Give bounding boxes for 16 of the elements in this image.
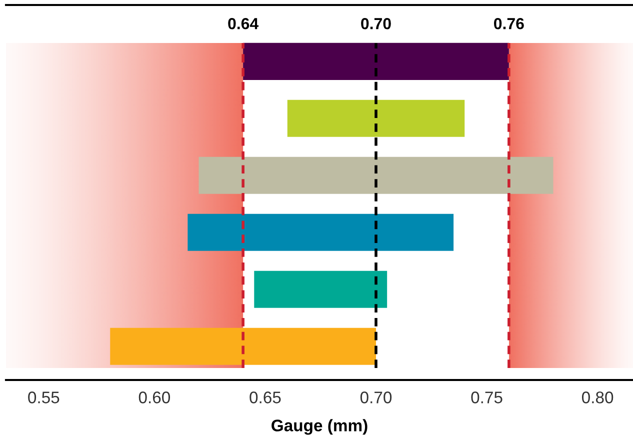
bar xyxy=(188,214,454,251)
bar xyxy=(198,156,554,194)
x-tick-label: 0.75 xyxy=(471,392,502,404)
ref-line-label: 0.76 xyxy=(494,18,524,30)
x-tick-label: 0.55 xyxy=(28,392,60,404)
ref-line-label: 0.64 xyxy=(228,18,259,30)
bar xyxy=(243,42,509,80)
ref-line-label: 0.70 xyxy=(361,18,391,30)
x-tick-label: 0.60 xyxy=(138,392,170,404)
x-tick-label: 0.70 xyxy=(360,392,392,404)
bar xyxy=(254,270,388,308)
x-tick-label: 0.65 xyxy=(250,392,281,404)
x-axis-title: Gauge (mm) xyxy=(272,419,368,435)
bar xyxy=(110,328,376,365)
x-tick-label: 0.80 xyxy=(582,392,614,404)
bar xyxy=(287,100,465,137)
